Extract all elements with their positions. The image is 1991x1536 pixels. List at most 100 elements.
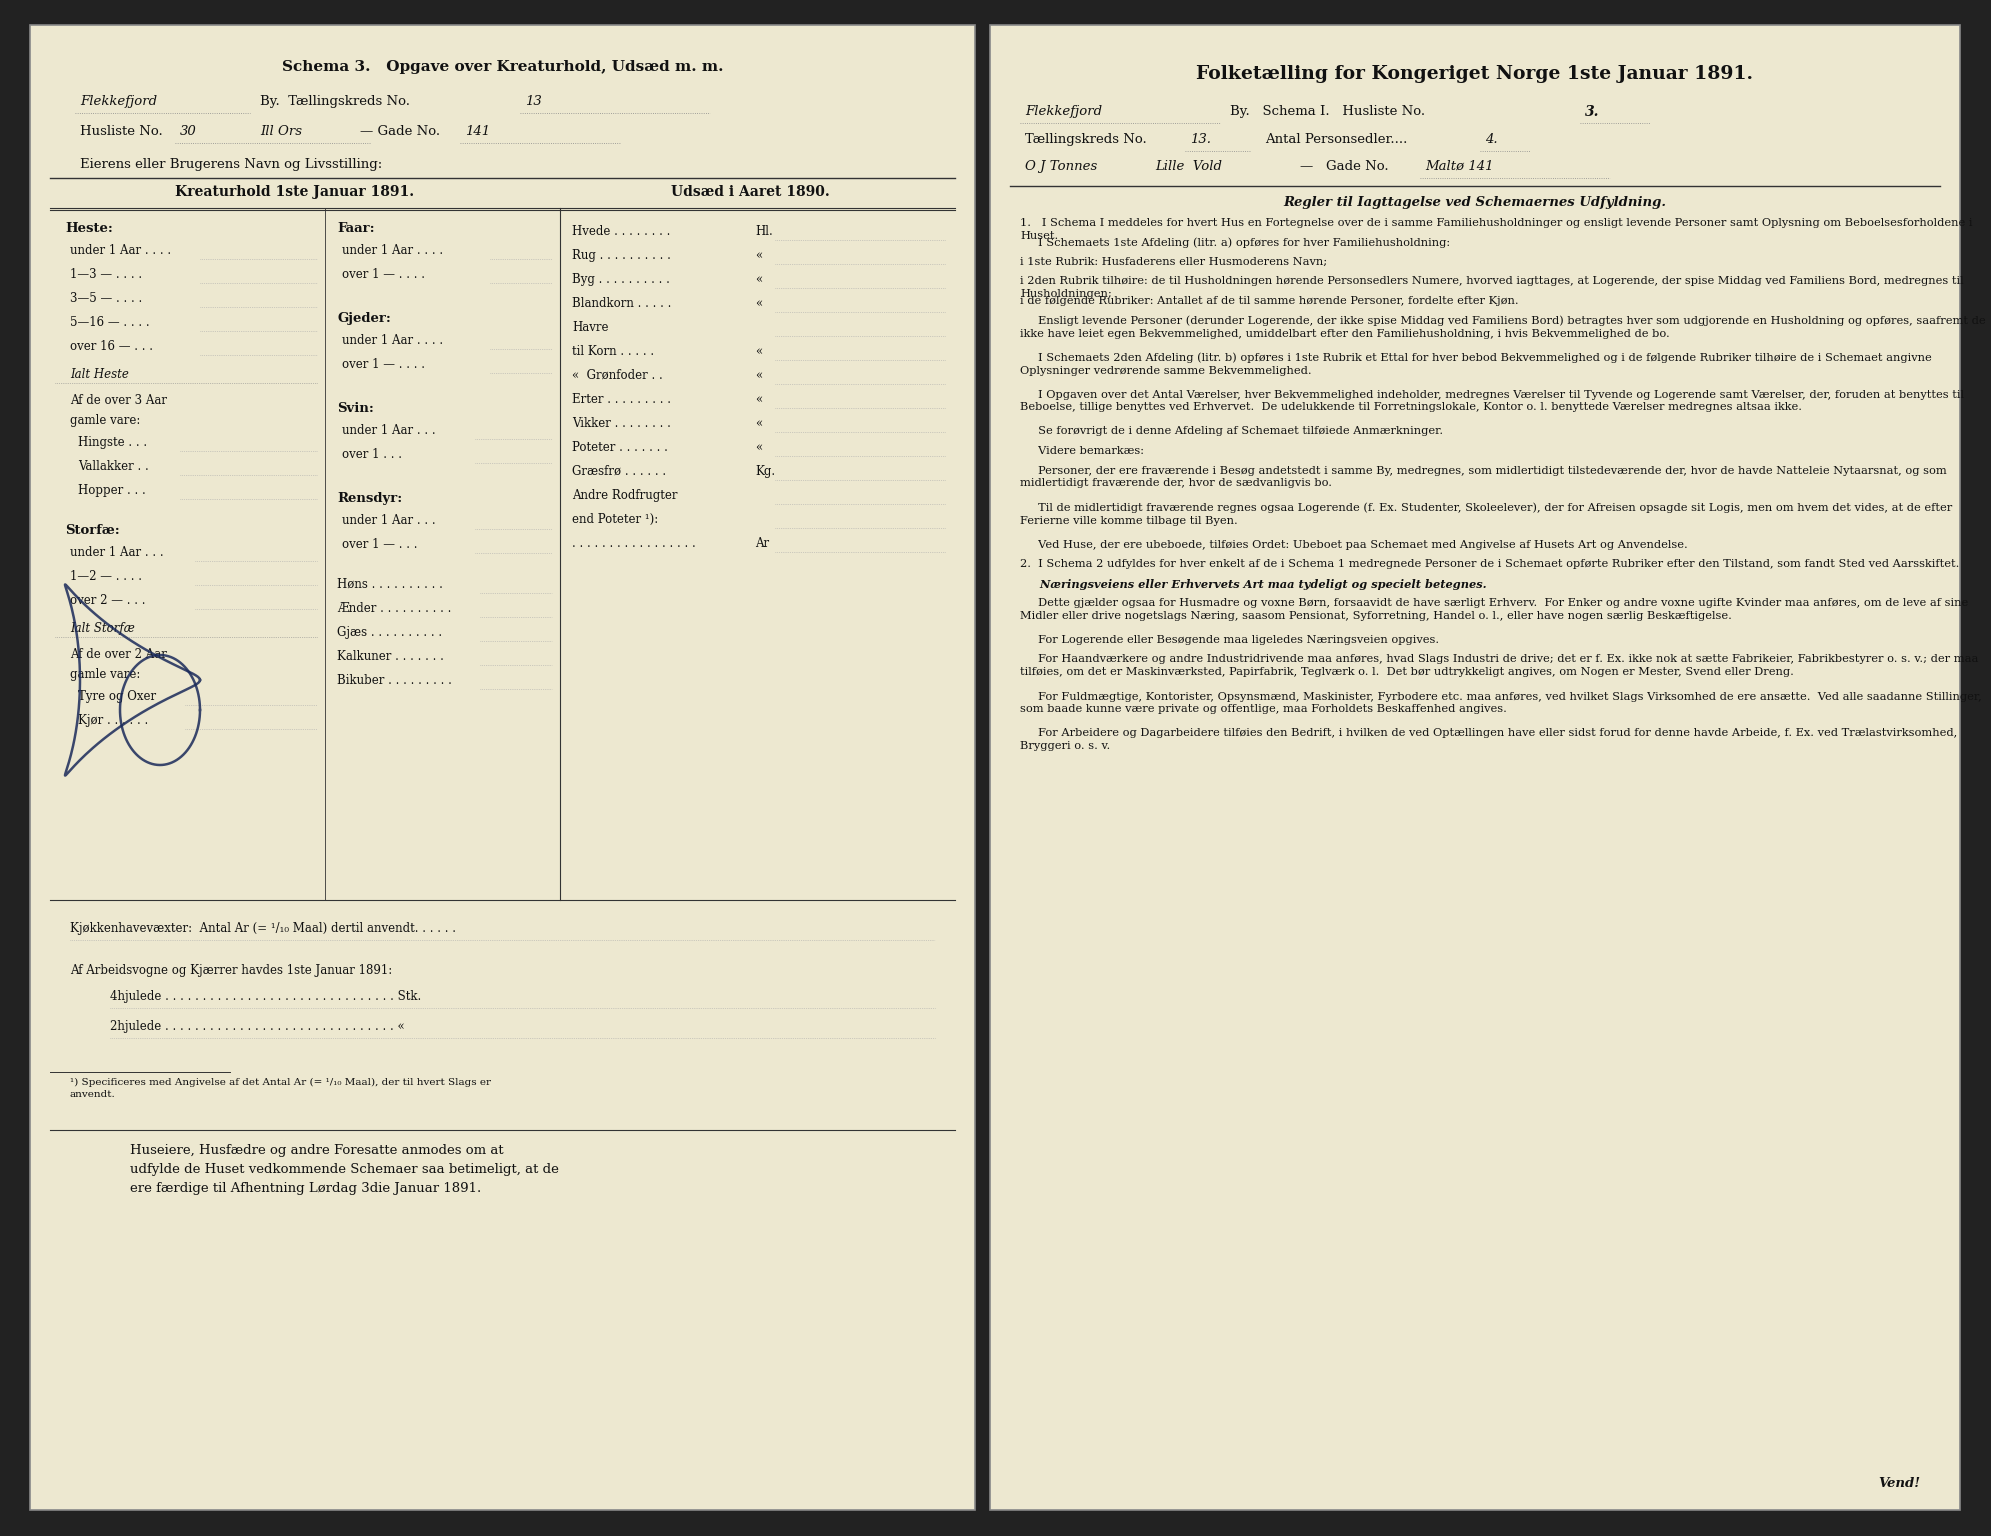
Text: Kreaturhold 1ste Januar 1891.: Kreaturhold 1ste Januar 1891. (175, 184, 414, 200)
Text: 30: 30 (179, 124, 197, 138)
Text: Husliste No.: Husliste No. (80, 124, 163, 138)
Text: i 2den Rubrik tilhøire: de til Husholdningen hørende Personsedlers Numere, hvorv: i 2den Rubrik tilhøire: de til Husholdni… (1019, 276, 1963, 300)
Text: ¹) Specificeres med Angivelse af det Antal Ar (= ¹/₁₀ Maal), der til hvert Slags: ¹) Specificeres med Angivelse af det Ant… (70, 1078, 492, 1098)
Text: «: « (755, 416, 763, 430)
Text: Af de over 2 Aar: Af de over 2 Aar (70, 648, 167, 660)
Text: Regler til Iagttagelse ved Schemaernes Udfyldning.: Regler til Iagttagelse ved Schemaernes U… (1284, 197, 1666, 209)
Text: Videre bemarkæs:: Videre bemarkæs: (1019, 445, 1145, 456)
Text: Eierens eller Brugerens Navn og Livsstilling:: Eierens eller Brugerens Navn og Livsstil… (80, 158, 382, 170)
Text: 141: 141 (466, 124, 490, 138)
Text: 5—16 — . . . .: 5—16 — . . . . (70, 316, 149, 329)
Text: 13.: 13. (1191, 134, 1211, 146)
Text: Græsfrø . . . . . .: Græsfrø . . . . . . (571, 465, 667, 478)
Text: — Gade No.: — Gade No. (360, 124, 440, 138)
Text: Schema 3.   Opgave over Kreaturhold, Udsæd m. m.: Schema 3. Opgave over Kreaturhold, Udsæd… (283, 60, 723, 74)
Text: Ved Huse, der ere ubeboede, tilføies Ordet: Ubeboet paa Schemaet med Angivelse a: Ved Huse, der ere ubeboede, tilføies Ord… (1019, 539, 1688, 550)
Text: Tællingskreds No.: Tællingskreds No. (1025, 134, 1147, 146)
Text: For Fuldmægtige, Kontorister, Opsynsmænd, Maskinister, Fyrbodere etc. maa anføre: For Fuldmægtige, Kontorister, Opsynsmænd… (1019, 691, 1981, 714)
Text: Se forøvrigt de i denne Afdeling af Schemaet tilføiede Anmærkninger.: Se forøvrigt de i denne Afdeling af Sche… (1019, 427, 1443, 436)
Text: Hingste . . .: Hingste . . . (78, 436, 147, 449)
Text: Byg . . . . . . . . . .: Byg . . . . . . . . . . (571, 273, 669, 286)
Text: Flekkefjord: Flekkefjord (80, 95, 157, 108)
Text: Rensdyr:: Rensdyr: (336, 492, 402, 505)
Text: «: « (755, 273, 763, 286)
Text: I Schemaets 2den Afdeling (litr. b) opføres i 1ste Rubrik et Ettal for hver bebo: I Schemaets 2den Afdeling (litr. b) opfø… (1019, 352, 1931, 376)
Text: Hl.: Hl. (755, 224, 773, 238)
Text: Blandkorn . . . . .: Blandkorn . . . . . (571, 296, 671, 310)
Text: 1—3 — . . . .: 1—3 — . . . . (70, 267, 141, 281)
Text: I Opgaven over det Antal Værelser, hver Bekvemmelighed indeholder, medregnes Vær: I Opgaven over det Antal Værelser, hver … (1019, 390, 1963, 412)
Text: under 1 Aar . . . .: under 1 Aar . . . . (342, 244, 444, 257)
Text: By.   Schema I.   Husliste No.: By. Schema I. Husliste No. (1230, 104, 1426, 118)
Text: Af Arbeidsvogne og Kjærrer havdes 1ste Januar 1891:: Af Arbeidsvogne og Kjærrer havdes 1ste J… (70, 965, 392, 977)
Text: 2hjulede . . . . . . . . . . . . . . . . . . . . . . . . . . . . . . . «: 2hjulede . . . . . . . . . . . . . . . .… (110, 1020, 404, 1034)
Text: By.  Tællingskreds No.: By. Tællingskreds No. (261, 95, 410, 108)
Text: Erter . . . . . . . . .: Erter . . . . . . . . . (571, 393, 671, 406)
Text: «: « (755, 369, 763, 382)
Text: Af de over 3 Aar: Af de over 3 Aar (70, 395, 167, 407)
Text: 2.  I Schema 2 udfyldes for hver enkelt af de i Schema 1 medregnede Personer de : 2. I Schema 2 udfyldes for hver enkelt a… (1019, 559, 1959, 568)
Text: Kg.: Kg. (755, 465, 774, 478)
Text: over 1 — . . . .: over 1 — . . . . (342, 267, 424, 281)
Text: Folketælling for Kongeriget Norge 1ste Januar 1891.: Folketælling for Kongeriget Norge 1ste J… (1197, 65, 1754, 83)
Text: under 1 Aar . . .: under 1 Aar . . . (342, 515, 436, 527)
Text: «: « (755, 441, 763, 455)
Text: For Arbeidere og Dagarbeidere tilføies den Bedrift, i hvilken de ved Optællingen: For Arbeidere og Dagarbeidere tilføies d… (1019, 728, 1957, 751)
Text: Huseiere, Husfædre og andre Foresatte anmodes om at
udfylde de Huset vedkommende: Huseiere, Husfædre og andre Foresatte an… (129, 1144, 559, 1195)
Text: Lille  Vold: Lille Vold (1155, 160, 1222, 174)
Text: over 1 — . . .: over 1 — . . . (342, 538, 418, 551)
Text: For Logerende eller Besøgende maa ligeledes Næringsveien opgives.: For Logerende eller Besøgende maa ligele… (1019, 634, 1439, 645)
Text: Vallakker . .: Vallakker . . (78, 459, 149, 473)
Text: —   Gade No.: — Gade No. (1300, 160, 1388, 174)
Text: Dette gjælder ogsaa for Husmadre og voxne Børn, forsaavidt de have særligt Erhve: Dette gjælder ogsaa for Husmadre og voxn… (1019, 598, 1969, 621)
Text: Næringsveiens eller Erhvervets Art maa tydeligt og specielt betegnes.: Næringsveiens eller Erhvervets Art maa t… (1019, 579, 1487, 590)
Text: Faar:: Faar: (336, 223, 374, 235)
Text: . . . . . . . . . . . . . . . . .: . . . . . . . . . . . . . . . . . (571, 538, 695, 550)
Text: Poteter . . . . . . .: Poteter . . . . . . . (571, 441, 667, 455)
Text: Gjeder:: Gjeder: (336, 312, 390, 326)
Text: O J Tonnes: O J Tonnes (1025, 160, 1097, 174)
Text: Ialt Heste: Ialt Heste (70, 369, 129, 381)
Text: over 2 — . . .: over 2 — . . . (70, 594, 145, 607)
Text: under 1 Aar . . .: under 1 Aar . . . (70, 545, 163, 559)
Bar (30, 25, 976, 1510)
Text: «: « (755, 296, 763, 310)
Text: Tyre og Oxer: Tyre og Oxer (78, 690, 155, 703)
Text: Kalkuner . . . . . . .: Kalkuner . . . . . . . (336, 650, 444, 664)
Text: Svin:: Svin: (336, 402, 374, 415)
Text: Antal Personsedler....: Antal Personsedler.... (1264, 134, 1408, 146)
Text: Kjør . . . . . .: Kjør . . . . . . (78, 714, 147, 727)
Text: gamle vare:: gamle vare: (70, 415, 141, 427)
Text: i de følgende Rubriker: Antallet af de til samme hørende Personer, fordelte efte: i de følgende Rubriker: Antallet af de t… (1019, 296, 1519, 306)
Text: Til de midlertidigt fraværende regnes ogsaa Logerende (f. Ex. Studenter, Skoleel: Til de midlertidigt fraværende regnes og… (1019, 502, 1953, 525)
Text: Ill Ors: Ill Ors (261, 124, 303, 138)
Text: For Haandværkere og andre Industridrivende maa anføres, hvad Slags Industri de d: For Haandværkere og andre Industridriven… (1019, 654, 1979, 677)
Text: Flekkefjord: Flekkefjord (1025, 104, 1103, 118)
Text: 1.   I Schema I meddeles for hvert Hus en Fortegnelse over de i samme Familiehus: 1. I Schema I meddeles for hvert Hus en … (1019, 218, 1973, 241)
Text: Udsæd i Aaret 1890.: Udsæd i Aaret 1890. (671, 184, 830, 200)
Text: I Schemaets 1ste Afdeling (litr. a) opføres for hver Familiehusholdning:: I Schemaets 1ste Afdeling (litr. a) opfø… (1019, 238, 1449, 247)
Bar (990, 25, 1959, 1510)
Text: «: « (755, 249, 763, 263)
Text: Heste:: Heste: (66, 223, 113, 235)
Text: Kjøkkenhavevæxter:  Antal Ar (= ¹/₁₀ Maal) dertil anvendt. . . . . .: Kjøkkenhavevæxter: Antal Ar (= ¹/₁₀ Maal… (70, 922, 456, 935)
Text: under 1 Aar . . .: under 1 Aar . . . (342, 424, 436, 438)
Text: Ensligt levende Personer (derunder Logerende, der ikke spise Middag ved Familien: Ensligt levende Personer (derunder Loger… (1019, 315, 1985, 339)
Text: «  Grønfoder . .: « Grønfoder . . (571, 369, 663, 382)
Text: 3—5 — . . . .: 3—5 — . . . . (70, 292, 141, 306)
Text: Ar: Ar (755, 538, 769, 550)
Text: Ænder . . . . . . . . . .: Ænder . . . . . . . . . . (336, 602, 452, 614)
Text: 4.: 4. (1485, 134, 1497, 146)
Text: over 16 — . . .: over 16 — . . . (70, 339, 153, 353)
Text: Vikker . . . . . . . .: Vikker . . . . . . . . (571, 416, 671, 430)
Text: under 1 Aar . . . .: under 1 Aar . . . . (342, 333, 444, 347)
Text: 1—2 — . . . .: 1—2 — . . . . (70, 570, 141, 584)
Text: Hopper . . .: Hopper . . . (78, 484, 145, 498)
Text: 3.: 3. (1585, 104, 1599, 118)
Text: gamle vare:: gamle vare: (70, 668, 141, 680)
Text: Bikuber . . . . . . . . .: Bikuber . . . . . . . . . (336, 674, 452, 687)
Text: «: « (755, 346, 763, 358)
Text: Maltø 141: Maltø 141 (1426, 160, 1493, 174)
Text: over 1 — . . . .: over 1 — . . . . (342, 358, 424, 372)
Text: Vend!: Vend! (1878, 1478, 1919, 1490)
